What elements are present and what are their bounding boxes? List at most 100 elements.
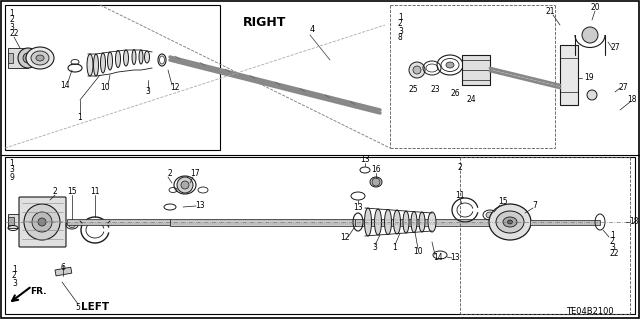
Text: 10: 10 bbox=[413, 248, 423, 256]
Text: 7: 7 bbox=[532, 201, 538, 210]
Bar bbox=[8, 217, 14, 225]
Text: 3: 3 bbox=[9, 166, 14, 174]
Text: 1: 1 bbox=[12, 264, 17, 273]
Text: 13: 13 bbox=[353, 203, 363, 211]
Text: 12: 12 bbox=[340, 234, 349, 242]
Text: LEFT: LEFT bbox=[81, 302, 109, 312]
Ellipse shape bbox=[132, 49, 136, 64]
Text: 18: 18 bbox=[629, 218, 639, 226]
Ellipse shape bbox=[115, 50, 120, 68]
Ellipse shape bbox=[394, 210, 401, 234]
Ellipse shape bbox=[419, 212, 425, 232]
Circle shape bbox=[23, 53, 33, 63]
Ellipse shape bbox=[411, 211, 417, 233]
Text: 1: 1 bbox=[9, 9, 13, 18]
Text: 1: 1 bbox=[392, 243, 397, 253]
Ellipse shape bbox=[370, 177, 382, 187]
Ellipse shape bbox=[87, 54, 93, 76]
Text: 13: 13 bbox=[360, 155, 370, 165]
Text: 16: 16 bbox=[371, 166, 381, 174]
Ellipse shape bbox=[36, 55, 44, 61]
Text: 2: 2 bbox=[52, 188, 58, 197]
Polygon shape bbox=[530, 219, 600, 225]
FancyBboxPatch shape bbox=[19, 197, 66, 247]
Ellipse shape bbox=[503, 217, 517, 227]
Text: 3: 3 bbox=[9, 23, 14, 32]
Text: 11: 11 bbox=[90, 188, 100, 197]
Text: FR.: FR. bbox=[29, 287, 46, 296]
Circle shape bbox=[26, 56, 30, 60]
Text: 27: 27 bbox=[618, 84, 628, 93]
Text: 2: 2 bbox=[9, 16, 13, 25]
Text: 1: 1 bbox=[398, 12, 403, 21]
Bar bbox=[560, 45, 578, 105]
Text: 15: 15 bbox=[498, 197, 508, 206]
Text: 22: 22 bbox=[9, 29, 19, 39]
Text: 2: 2 bbox=[12, 271, 17, 280]
Text: 3: 3 bbox=[398, 26, 403, 35]
Text: 22: 22 bbox=[610, 249, 620, 257]
Polygon shape bbox=[355, 219, 490, 226]
Ellipse shape bbox=[374, 209, 381, 235]
Ellipse shape bbox=[124, 50, 129, 66]
Ellipse shape bbox=[93, 54, 99, 76]
Circle shape bbox=[372, 178, 380, 186]
Ellipse shape bbox=[508, 220, 513, 224]
Ellipse shape bbox=[26, 47, 54, 69]
Text: 1: 1 bbox=[610, 231, 615, 240]
Circle shape bbox=[32, 212, 52, 232]
Text: 26: 26 bbox=[450, 88, 460, 98]
Text: 25: 25 bbox=[408, 85, 418, 94]
Ellipse shape bbox=[489, 204, 531, 240]
Circle shape bbox=[177, 177, 193, 193]
Ellipse shape bbox=[486, 212, 494, 218]
Bar bbox=[8, 214, 23, 228]
Text: 1: 1 bbox=[9, 159, 13, 167]
Ellipse shape bbox=[145, 51, 150, 63]
Text: 9: 9 bbox=[9, 173, 14, 182]
Text: 6: 6 bbox=[61, 263, 65, 272]
Text: TE04B2100: TE04B2100 bbox=[566, 308, 614, 316]
Text: 24: 24 bbox=[466, 95, 476, 105]
Text: 20: 20 bbox=[590, 4, 600, 12]
Text: 3: 3 bbox=[372, 243, 378, 253]
Ellipse shape bbox=[100, 53, 106, 73]
Text: 12: 12 bbox=[170, 84, 180, 93]
Polygon shape bbox=[67, 219, 170, 225]
Ellipse shape bbox=[446, 62, 454, 68]
Bar bbox=[5, 157, 635, 314]
Ellipse shape bbox=[139, 50, 143, 64]
Text: 19: 19 bbox=[584, 73, 594, 83]
Text: 15: 15 bbox=[67, 188, 77, 197]
Bar bbox=[462, 55, 490, 85]
Text: RIGHT: RIGHT bbox=[243, 16, 287, 28]
Text: 1: 1 bbox=[77, 114, 83, 122]
Text: 3: 3 bbox=[610, 242, 615, 251]
Text: 13: 13 bbox=[195, 202, 205, 211]
Bar bbox=[5, 5, 220, 150]
Bar bbox=[8, 53, 13, 63]
Text: 18: 18 bbox=[627, 95, 637, 105]
Circle shape bbox=[409, 62, 425, 78]
Text: 2: 2 bbox=[458, 162, 462, 172]
Text: 21: 21 bbox=[545, 8, 555, 17]
Text: 23: 23 bbox=[430, 85, 440, 94]
Text: 10: 10 bbox=[100, 84, 110, 93]
Text: 2: 2 bbox=[168, 169, 172, 179]
Circle shape bbox=[587, 90, 597, 100]
Text: 3: 3 bbox=[145, 87, 150, 97]
Text: 2: 2 bbox=[610, 236, 615, 246]
Ellipse shape bbox=[385, 210, 392, 234]
Ellipse shape bbox=[108, 52, 113, 70]
Ellipse shape bbox=[403, 211, 409, 233]
Ellipse shape bbox=[31, 51, 49, 65]
Ellipse shape bbox=[68, 222, 76, 227]
Bar bbox=[8, 48, 28, 68]
Ellipse shape bbox=[365, 208, 371, 236]
Circle shape bbox=[582, 27, 598, 43]
Text: 13: 13 bbox=[450, 254, 460, 263]
Circle shape bbox=[18, 48, 38, 68]
Text: 11: 11 bbox=[455, 191, 465, 201]
Ellipse shape bbox=[428, 212, 436, 232]
Circle shape bbox=[413, 66, 421, 74]
